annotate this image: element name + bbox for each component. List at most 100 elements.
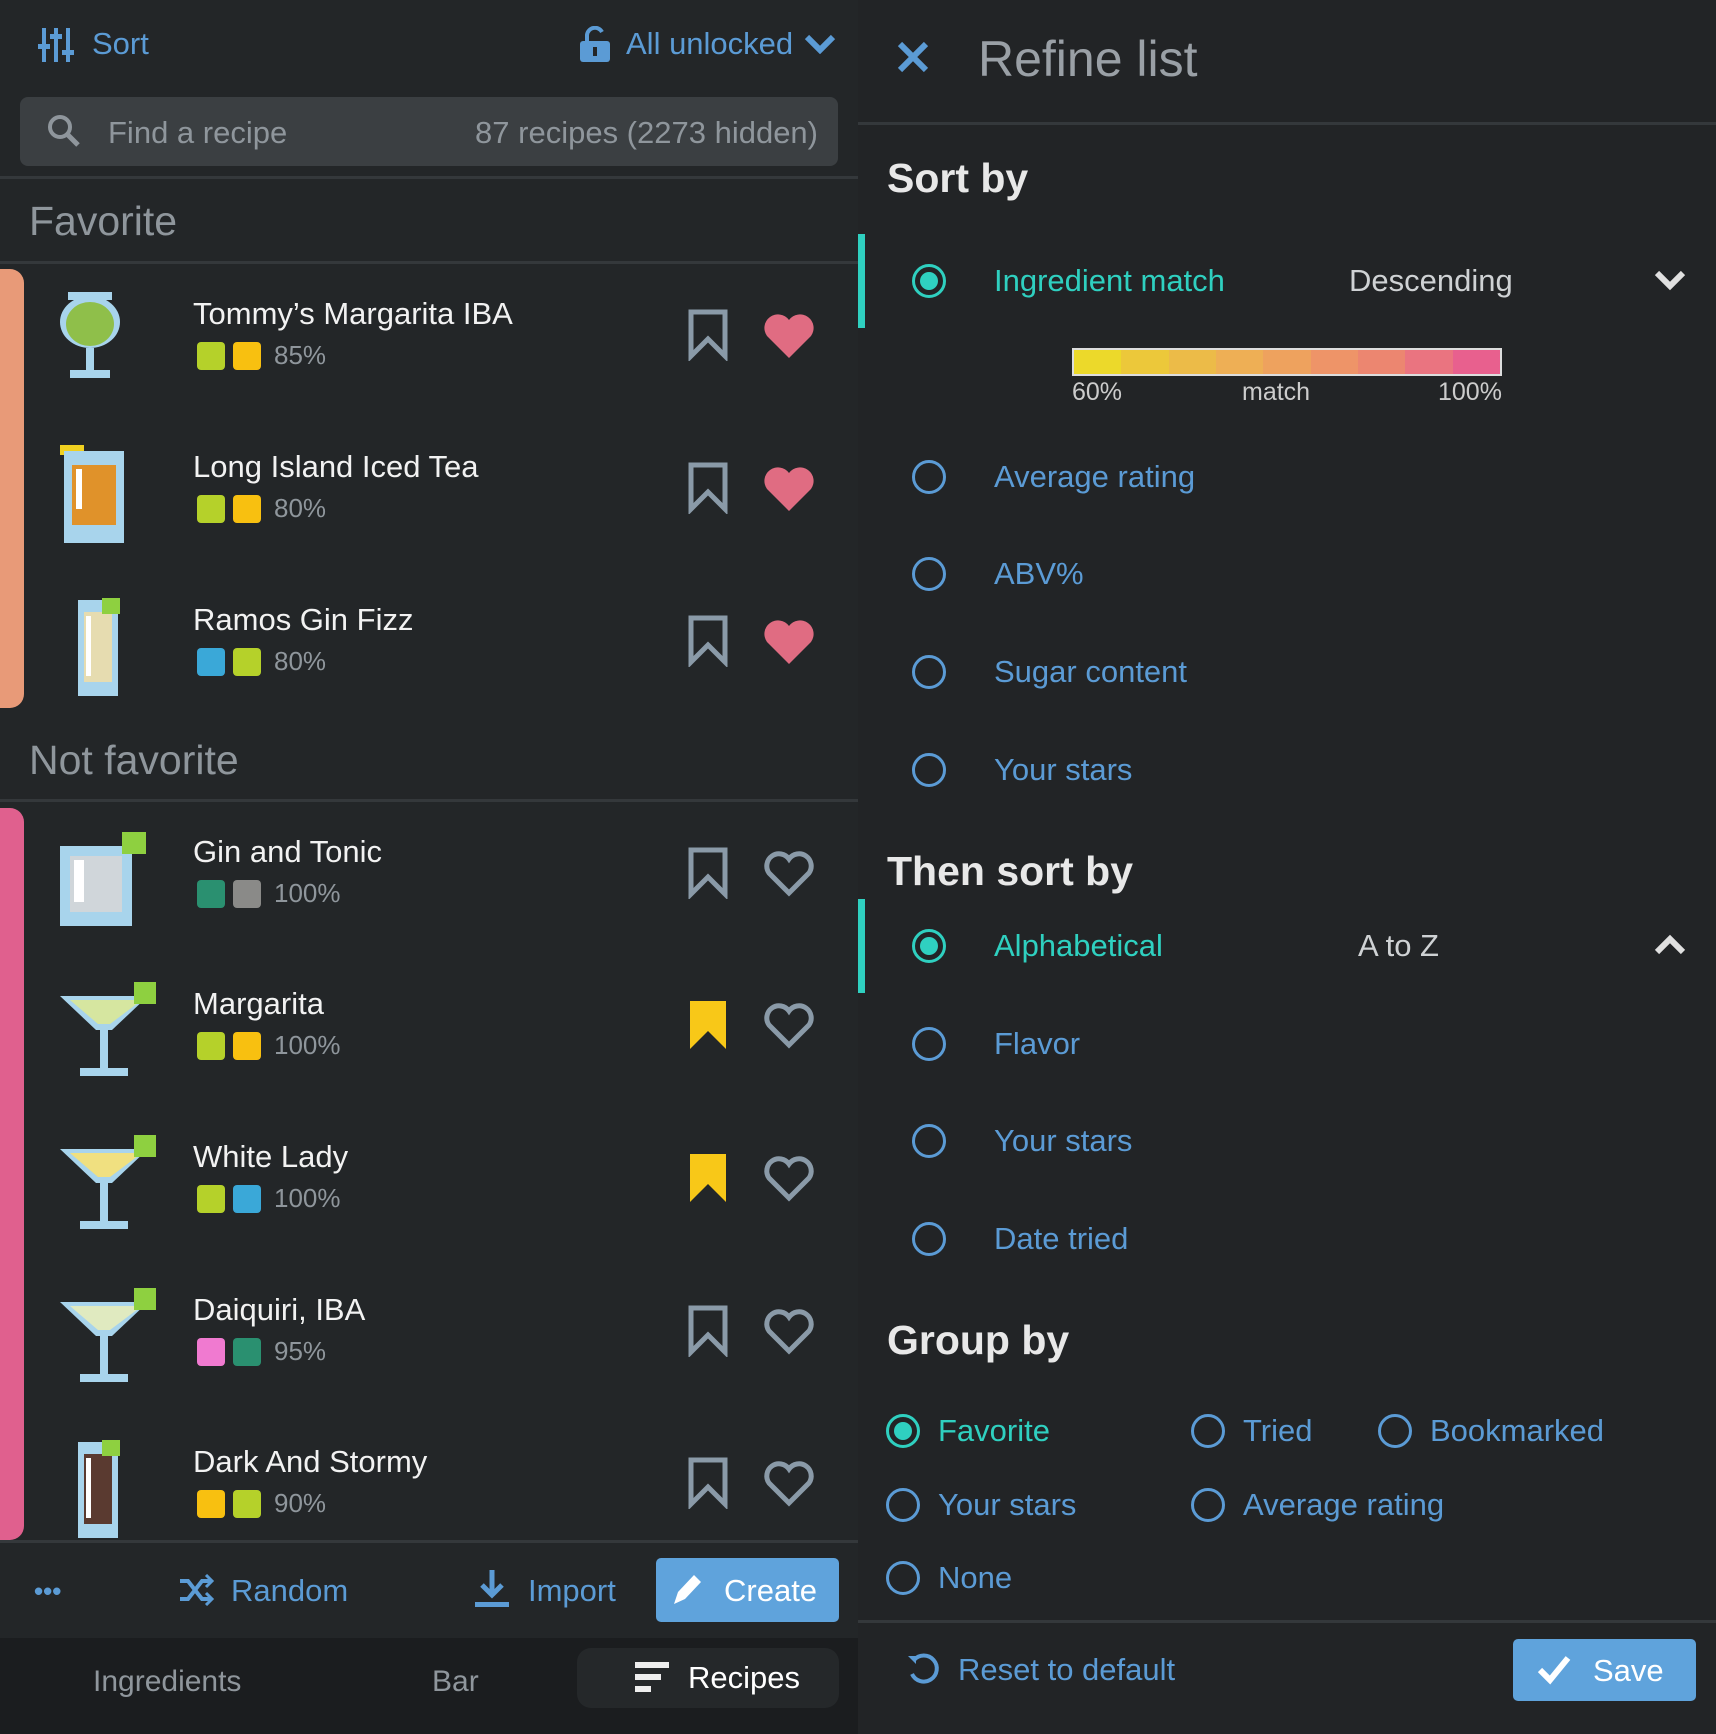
sort-option[interactable]: ABV%	[858, 544, 1716, 604]
radio-button[interactable]	[912, 264, 946, 298]
search-input[interactable]: Find a recipe 87 recipes (2273 hidden)	[20, 97, 838, 166]
recipe-row[interactable]: Margarita 100%	[0, 952, 858, 1105]
glass-icon	[56, 598, 128, 703]
recipe-name: Long Island Iced Tea	[193, 449, 479, 484]
sort-button[interactable]: Sort	[92, 26, 149, 61]
ingredient-swatch	[197, 495, 225, 523]
heart-icon[interactable]	[762, 312, 816, 365]
recipe-row[interactable]: White Lady 100%	[0, 1105, 858, 1258]
group-option[interactable]: Average rating	[1191, 1475, 1488, 1535]
ingredient-swatch	[233, 1338, 261, 1366]
radio-button[interactable]	[886, 1488, 920, 1522]
random-button[interactable]: Random	[231, 1573, 349, 1608]
tab-bar[interactable]: Bar	[432, 1665, 479, 1698]
option-label: Tried	[1243, 1413, 1313, 1448]
legend-swatch	[1215, 350, 1264, 374]
heart-icon[interactable]	[762, 1308, 816, 1361]
option-label: Date tried	[994, 1221, 1129, 1256]
group-color-bar	[0, 269, 24, 708]
radio-button[interactable]	[886, 1561, 920, 1595]
heart-icon[interactable]	[762, 465, 816, 518]
recipe-row[interactable]: Tommy’s Margarita IBA 85%	[0, 262, 858, 415]
sort-option[interactable]: Flavor	[858, 1014, 1716, 1074]
heart-icon[interactable]	[762, 618, 816, 671]
bookmark-icon[interactable]	[686, 999, 730, 1056]
option-label: Sugar content	[994, 654, 1188, 689]
ingredient-swatch	[197, 1185, 225, 1213]
radio-button[interactable]	[912, 655, 946, 689]
unlock-icon	[580, 25, 610, 67]
recipe-row[interactable]: Dark And Stormy 90%	[0, 1410, 858, 1563]
radio-button[interactable]	[912, 753, 946, 787]
chevron-down-icon[interactable]	[804, 34, 836, 59]
bookmark-icon[interactable]	[686, 309, 730, 366]
option-label: None	[938, 1560, 1013, 1595]
radio-button[interactable]	[912, 1124, 946, 1158]
sort-option[interactable]: Alphabetical A to Z	[858, 899, 1716, 993]
radio-button[interactable]	[1378, 1414, 1412, 1448]
ingredient-swatch	[197, 1338, 225, 1366]
glass-icon	[56, 982, 166, 1087]
download-icon	[475, 1570, 509, 1607]
create-button[interactable]: Create	[656, 1558, 839, 1622]
radio-button[interactable]	[912, 1027, 946, 1061]
sort-order[interactable]: Descending	[1349, 263, 1513, 298]
glass-icon	[56, 445, 128, 550]
option-label: Ingredient match	[994, 263, 1225, 298]
match-color-scale	[1072, 348, 1502, 376]
group-option[interactable]: Tried	[1191, 1401, 1488, 1461]
group-option[interactable]: Favorite	[886, 1401, 1183, 1461]
bookmark-icon[interactable]	[686, 615, 730, 672]
legend-swatch	[1310, 350, 1358, 374]
bookmark-icon[interactable]	[686, 847, 730, 904]
legend-max: 100%	[1438, 378, 1502, 406]
legend-swatch	[1121, 350, 1169, 374]
close-icon[interactable]	[896, 40, 930, 74]
radio-button[interactable]	[1191, 1488, 1225, 1522]
bookmark-icon[interactable]	[686, 1152, 730, 1209]
save-button[interactable]: Save	[1513, 1639, 1696, 1701]
group-option[interactable]: Your stars	[886, 1475, 1183, 1535]
sort-option[interactable]: Your stars	[858, 740, 1716, 800]
radio-button[interactable]	[886, 1414, 920, 1448]
unlock-filter-dropdown[interactable]: All unlocked	[626, 26, 794, 61]
ingredient-swatch	[233, 1490, 261, 1518]
heart-icon[interactable]	[762, 850, 816, 903]
heart-icon[interactable]	[762, 1002, 816, 1055]
bookmark-icon[interactable]	[686, 462, 730, 519]
heart-icon[interactable]	[762, 1155, 816, 1208]
more-button[interactable]: •••	[34, 1576, 62, 1606]
radio-button[interactable]	[912, 557, 946, 591]
tab-ingredients[interactable]: Ingredients	[93, 1665, 242, 1698]
recipe-row[interactable]: Daiquiri, IBA 95%	[0, 1258, 858, 1411]
sort-option[interactable]: Sugar content	[858, 642, 1716, 702]
group-header: Favorite	[29, 198, 178, 244]
chevron-down-icon[interactable]	[1654, 269, 1686, 296]
tab-recipes[interactable]: Recipes	[577, 1648, 839, 1708]
recipe-row[interactable]: Long Island Iced Tea 80%	[0, 415, 858, 568]
radio-button[interactable]	[912, 1222, 946, 1256]
sort-sliders-icon[interactable]	[38, 28, 76, 67]
radio-button[interactable]	[912, 460, 946, 494]
match-percent: 80%	[274, 493, 327, 523]
bookmark-icon[interactable]	[686, 1305, 730, 1362]
group-option[interactable]: Bookmarked	[1378, 1401, 1675, 1461]
recipe-row[interactable]: Gin and Tonic 100%	[0, 800, 858, 953]
sort-order[interactable]: A to Z	[1358, 928, 1439, 963]
sort-option[interactable]: Your stars	[858, 1111, 1716, 1171]
bookmark-icon[interactable]	[686, 1457, 730, 1514]
sort-option[interactable]: Ingredient match Descending	[858, 234, 1716, 328]
recipe-row[interactable]: Ramos Gin Fizz 80%	[0, 568, 858, 721]
chevron-up-icon[interactable]	[1654, 934, 1686, 961]
radio-button[interactable]	[912, 929, 946, 963]
sort-option[interactable]: Average rating	[858, 447, 1716, 507]
sort-option[interactable]: Date tried	[858, 1209, 1716, 1269]
match-percent: 100%	[274, 1030, 341, 1060]
reset-to-default-button[interactable]: Reset to default	[958, 1652, 1176, 1687]
import-button[interactable]: Import	[528, 1573, 616, 1608]
radio-button[interactable]	[1191, 1414, 1225, 1448]
then-sort-by-heading: Then sort by	[887, 848, 1134, 894]
heart-icon[interactable]	[762, 1460, 816, 1513]
option-label: Your stars	[994, 1123, 1133, 1158]
group-option[interactable]: None	[886, 1548, 1183, 1608]
